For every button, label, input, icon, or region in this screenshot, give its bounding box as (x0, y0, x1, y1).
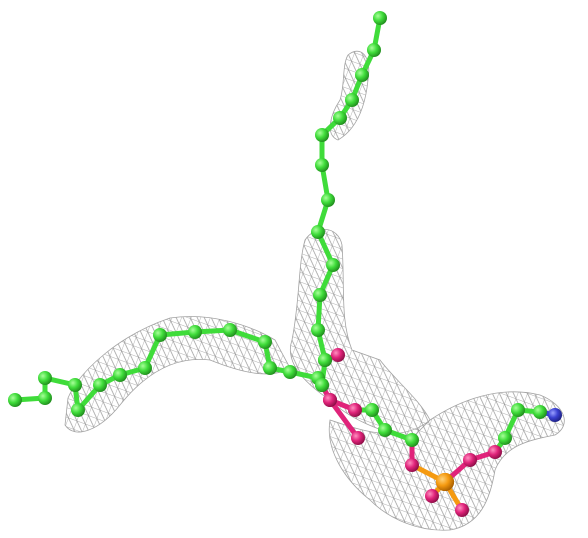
atom (463, 453, 477, 467)
mesh-bottom (328, 391, 565, 531)
atom (365, 403, 379, 417)
atom (455, 503, 469, 517)
atom (345, 93, 359, 107)
atom (405, 433, 419, 447)
atom (315, 158, 329, 172)
atom (8, 393, 22, 407)
atom (373, 11, 387, 25)
atom (68, 378, 82, 392)
atom (311, 225, 325, 239)
atom (367, 43, 381, 57)
atom (348, 403, 362, 417)
atom (223, 323, 237, 337)
atom (113, 368, 127, 382)
atom (351, 431, 365, 445)
atom (93, 378, 107, 392)
atom (315, 378, 329, 392)
atom (425, 489, 439, 503)
atom (311, 323, 325, 337)
atom (323, 393, 337, 407)
atom (258, 335, 272, 349)
atom (548, 408, 562, 422)
atom (355, 68, 369, 82)
atom (533, 405, 547, 419)
atom (378, 423, 392, 437)
atom (71, 403, 85, 417)
atom (333, 111, 347, 125)
atom (326, 258, 340, 272)
side-bond (327, 397, 361, 441)
atom (498, 431, 512, 445)
atom (313, 288, 327, 302)
atom (38, 391, 52, 405)
atom (188, 325, 202, 339)
atoms (8, 11, 562, 517)
atom (153, 328, 167, 342)
atom (138, 361, 152, 375)
atom (321, 193, 335, 207)
mesh-left (64, 316, 291, 433)
atom (38, 371, 52, 385)
atom (318, 353, 332, 367)
atom (436, 473, 454, 491)
atom (331, 348, 345, 362)
atom (488, 445, 502, 459)
atom (511, 403, 525, 417)
atom (405, 458, 419, 472)
atom (283, 365, 297, 379)
atom (315, 128, 329, 142)
atom (263, 361, 277, 375)
